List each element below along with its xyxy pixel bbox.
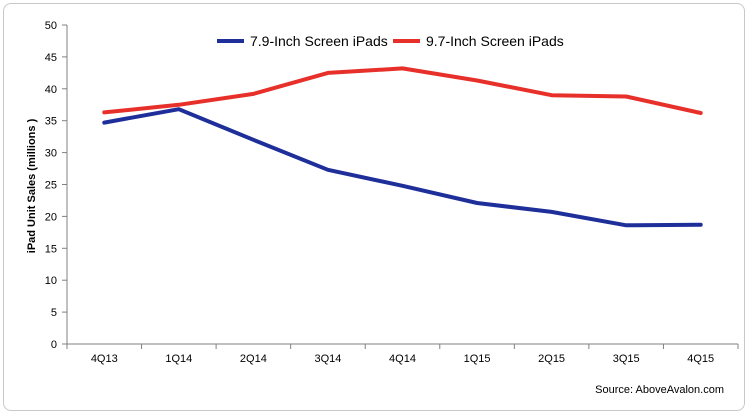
data-point [700, 224, 702, 226]
series-line-9-7-inch [102, 66, 703, 115]
data-point [700, 112, 702, 114]
data-point [103, 122, 105, 124]
y-tick-label: 10 [45, 275, 57, 287]
data-point [551, 211, 553, 213]
y-tick-label: 45 [45, 52, 57, 64]
legend-label-7-9-inch: 7.9-Inch Screen iPads [250, 33, 388, 49]
y-tick-label: 40 [45, 84, 57, 96]
x-tick-label: 4Q13 [91, 353, 118, 365]
data-point [252, 93, 254, 95]
data-point [327, 169, 329, 171]
y-tick-label: 30 [45, 148, 57, 160]
data-point [476, 80, 478, 82]
data-point [476, 202, 478, 204]
source-note: Source: AboveAvalon.com [595, 384, 724, 396]
data-point [625, 224, 627, 226]
x-tick-label: 1Q15 [464, 353, 491, 365]
data-point [551, 94, 553, 96]
y-tick-label: 25 [45, 180, 57, 192]
legend-label-9-7-inch: 9.7-Inch Screen iPads [426, 33, 564, 49]
series-lines [102, 66, 703, 228]
x-tick-label: 3Q15 [613, 353, 640, 365]
data-point [625, 95, 627, 97]
data-point [252, 139, 254, 141]
y-tick-label: 15 [45, 243, 57, 255]
y-tick-label: 35 [45, 116, 57, 128]
data-point [402, 185, 403, 187]
y-tick-label: 50 [45, 20, 57, 32]
x-tick-label: 1Q14 [165, 353, 192, 365]
y-tick-label: 5 [51, 307, 57, 319]
data-point [178, 104, 180, 106]
x-tick-label: 2Q14 [240, 353, 267, 365]
data-point [327, 72, 329, 74]
y-axis-ticks: 0 5 10 15 20 25 30 35 40 45 50 [45, 20, 67, 351]
x-tick-label: 4Q15 [687, 353, 714, 365]
y-axis-label: iPad Unit Sales (millions ) [26, 118, 38, 253]
data-point [402, 67, 403, 69]
data-point [103, 111, 105, 113]
x-tick-label: 4Q14 [389, 353, 416, 365]
series-line-7-9-inch [102, 107, 703, 228]
legend: 7.9-Inch Screen iPads 9.7-Inch Screen iP… [217, 33, 564, 49]
data-point [178, 108, 180, 110]
x-tick-label: 2Q15 [538, 353, 565, 365]
y-tick-label: 20 [45, 211, 57, 223]
x-axis-ticks: 4Q13 1Q14 2Q14 3Q14 4Q14 1Q15 2Q15 3Q15 4Q15 [66, 344, 739, 365]
x-tick-label: 3Q14 [314, 353, 341, 365]
y-tick-label: 0 [51, 339, 57, 351]
